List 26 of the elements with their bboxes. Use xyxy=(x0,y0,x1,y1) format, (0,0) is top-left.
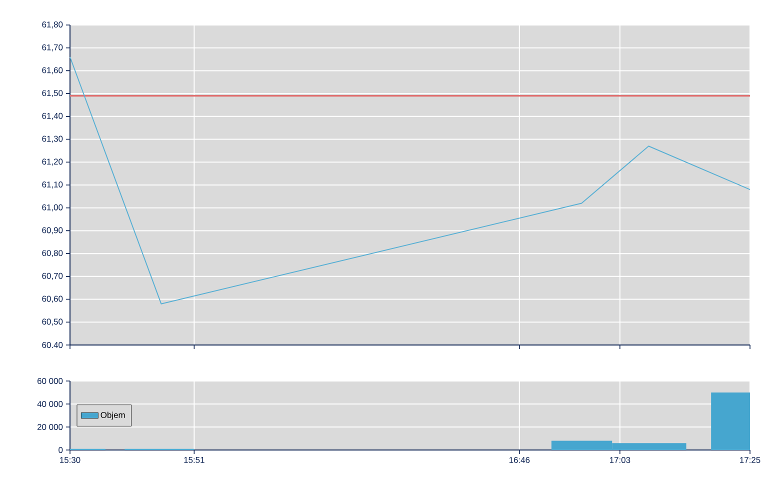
y-tick-label: 20 000 xyxy=(38,424,63,430)
y-tick-label: 60,70 xyxy=(42,272,63,280)
x-tick-label: 15:30 xyxy=(60,457,80,464)
y-tick-label: 61,80 xyxy=(42,22,63,28)
y-tick-label: 61,50 xyxy=(42,90,63,98)
x-tick-label: 16:46 xyxy=(509,457,530,464)
y-tick-label: 60,50 xyxy=(42,318,63,326)
y-tick-label: 60,90 xyxy=(42,227,63,234)
y-tick-label: 60.40 xyxy=(42,342,63,348)
y-tick-label: 60,60 xyxy=(42,296,63,303)
y-tick-label: 61,20 xyxy=(42,158,63,166)
y-tick-label: 61,10 xyxy=(42,182,63,188)
x-tick-label: 15:51 xyxy=(184,457,204,463)
line-series xyxy=(70,56,751,304)
legend-label: Objem xyxy=(100,412,125,420)
y-tick-label: 61,40 xyxy=(42,112,63,120)
y-tick-label: 60,80 xyxy=(42,250,63,258)
y-tick-label: 61,70 xyxy=(42,44,63,52)
x-tick-label: 17:03 xyxy=(610,457,630,464)
y-tick-label: 61,00 xyxy=(42,204,63,212)
y-tick-label: 61,60 xyxy=(42,67,63,74)
y-tick-label: 40 000 xyxy=(37,401,63,407)
y-tick-label: 60 000 xyxy=(38,378,63,384)
y-tick-label: 61,30 xyxy=(42,136,63,143)
y-tick-label: 0 xyxy=(58,447,63,453)
x-tick-label: 17:25 xyxy=(740,457,760,464)
